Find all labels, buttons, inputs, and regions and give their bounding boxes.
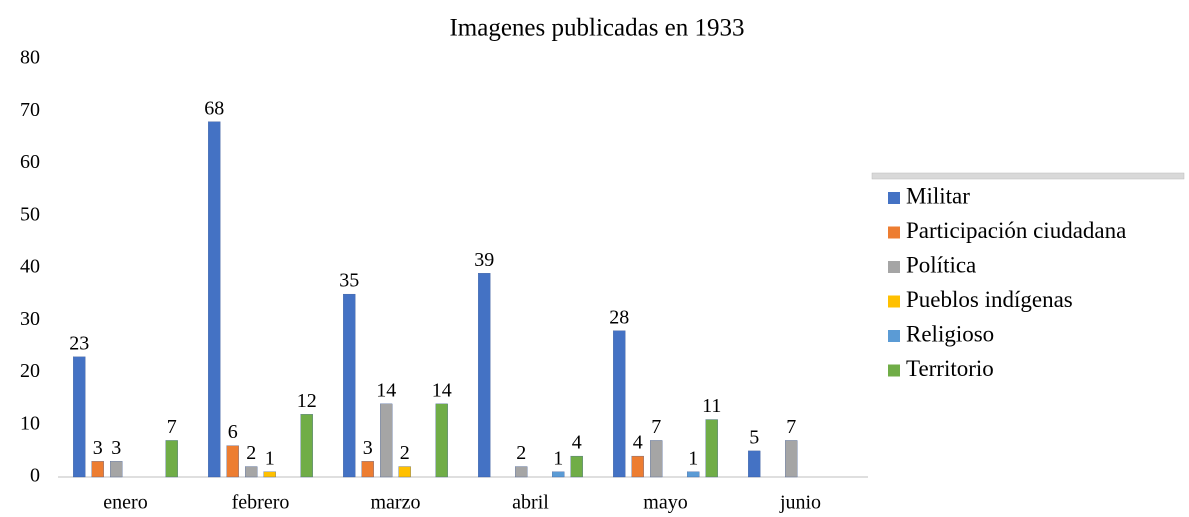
x-tick-label: marzo xyxy=(371,492,421,514)
bar xyxy=(263,471,276,478)
y-tick-label: 30 xyxy=(20,308,40,330)
legend-label: Pueblos indígenas xyxy=(906,287,1073,312)
bar xyxy=(208,121,221,478)
data-label: 23 xyxy=(69,332,89,354)
bar xyxy=(91,461,104,478)
data-label: 28 xyxy=(609,306,629,328)
data-label: 3 xyxy=(363,437,373,459)
legend-swatch xyxy=(888,364,900,377)
data-label: 39 xyxy=(474,249,494,271)
data-label: 3 xyxy=(93,437,103,459)
x-tick-label: febrero xyxy=(232,492,290,514)
bar xyxy=(552,471,565,478)
bar xyxy=(435,403,448,478)
legend-swatch xyxy=(888,192,900,204)
bar xyxy=(613,330,626,478)
bar xyxy=(73,356,86,478)
y-tick-label: 10 xyxy=(20,412,40,434)
data-label: 2 xyxy=(516,442,526,464)
data-label: 4 xyxy=(572,432,582,454)
y-tick-label: 80 xyxy=(20,47,40,69)
bar xyxy=(631,455,644,478)
bar xyxy=(398,466,411,478)
data-label: 6 xyxy=(228,421,238,443)
y-tick-label: 50 xyxy=(20,203,40,225)
data-label: 14 xyxy=(432,379,452,401)
data-label: 1 xyxy=(553,447,563,469)
data-label: 14 xyxy=(376,379,396,401)
data-label: 7 xyxy=(651,416,661,438)
x-tick-label: junio xyxy=(779,492,821,514)
bar xyxy=(380,403,393,478)
data-label: 3 xyxy=(111,437,121,459)
data-label: 7 xyxy=(786,416,796,438)
bar xyxy=(361,461,374,478)
data-label: 2 xyxy=(400,442,410,464)
y-tick-label: 20 xyxy=(20,360,40,382)
x-tick-label: abril xyxy=(512,492,549,514)
legend-label: Participación ciudadana xyxy=(906,218,1126,243)
data-label: 35 xyxy=(339,270,359,292)
data-label: 11 xyxy=(702,395,721,417)
bar xyxy=(515,466,528,478)
data-label: 2 xyxy=(246,442,256,464)
bar xyxy=(245,466,258,478)
bar xyxy=(300,414,313,478)
bar xyxy=(748,450,761,478)
bar xyxy=(570,455,583,478)
bar xyxy=(343,293,356,478)
y-tick-label: 70 xyxy=(20,99,40,121)
data-label: 1 xyxy=(265,447,275,469)
legend-swatch xyxy=(888,226,900,239)
legend-label: Territorio xyxy=(906,356,994,381)
bar xyxy=(687,471,700,478)
legend-swatch xyxy=(888,295,900,308)
y-tick-label: 60 xyxy=(20,151,40,173)
data-label: 5 xyxy=(749,426,759,448)
legend-swatch xyxy=(888,330,900,342)
bar xyxy=(705,419,718,478)
legend-swatch xyxy=(888,261,900,273)
x-tick-label: enero xyxy=(103,492,147,514)
bar xyxy=(110,461,123,478)
bar xyxy=(165,440,178,478)
data-label: 12 xyxy=(297,390,317,412)
bar xyxy=(785,440,798,478)
chart-title: Imagenes publicadas en 1933 xyxy=(449,15,744,42)
bar xyxy=(226,445,239,478)
data-label: 68 xyxy=(204,97,224,119)
legend-label: Religioso xyxy=(906,321,994,346)
y-tick-label: 40 xyxy=(20,256,40,278)
bar xyxy=(650,440,663,478)
data-label: 1 xyxy=(688,447,698,469)
x-tick-label: mayo xyxy=(643,492,687,514)
legend-header xyxy=(871,172,1185,180)
y-tick-label: 0 xyxy=(30,465,40,487)
data-label: 7 xyxy=(167,416,177,438)
bar xyxy=(478,273,491,478)
data-label: 4 xyxy=(633,432,643,454)
legend-label: Militar xyxy=(906,183,970,208)
legend-label: Política xyxy=(906,252,976,277)
